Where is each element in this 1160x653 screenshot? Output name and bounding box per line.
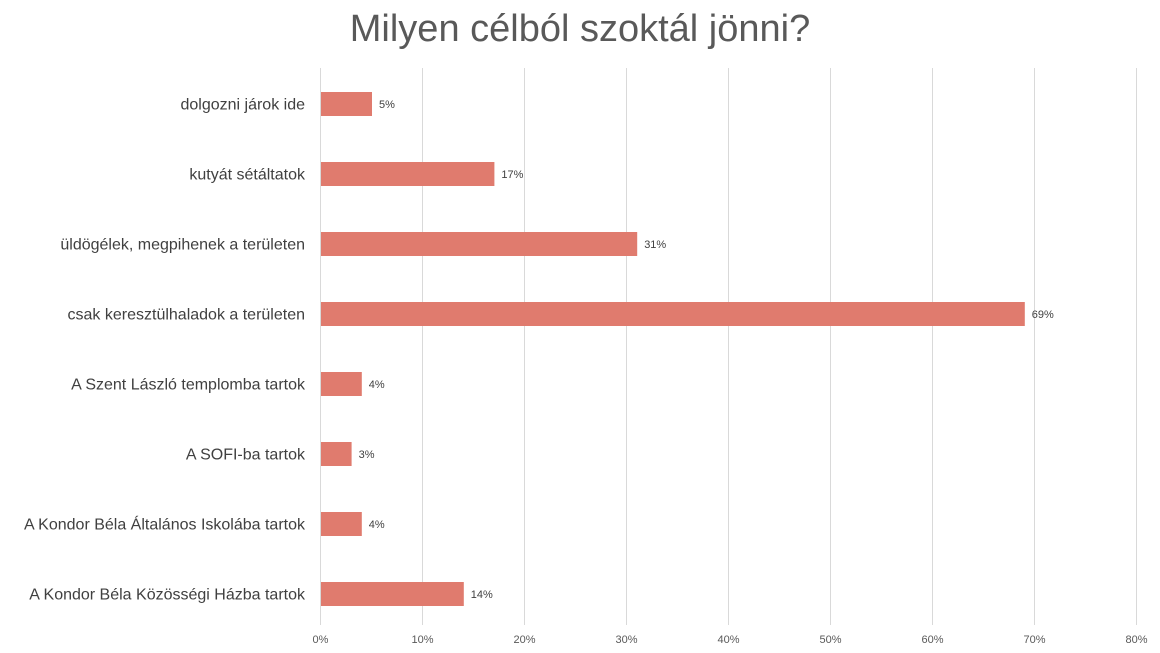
x-tick-label: 40% [717, 634, 739, 646]
bar [321, 302, 1025, 326]
data-label: 5% [379, 99, 395, 111]
category-label: üldögélek, megpihenek a területen [60, 237, 305, 254]
bar [321, 442, 352, 466]
bars [321, 92, 1025, 606]
category-label: A Kondor Béla Közösségi Házba tartok [29, 587, 306, 604]
category-label: A SOFI-ba tartok [186, 447, 306, 464]
bar [321, 232, 638, 256]
bar [321, 372, 362, 396]
x-tick-label: 70% [1023, 634, 1045, 646]
bar [321, 582, 464, 606]
category-label: A Kondor Béla Általános Iskolába tartok [24, 515, 306, 534]
data-label: 3% [359, 449, 375, 461]
data-label: 31% [644, 239, 666, 251]
category-label: A Szent László templomba tartok [71, 377, 306, 394]
x-tick-label: 20% [513, 634, 535, 646]
category-label: kutyát sétáltatok [189, 167, 306, 184]
data-label: 4% [369, 519, 385, 531]
data-label: 14% [471, 589, 493, 601]
bar [321, 92, 372, 116]
chart-title: Milyen célból szoktál jönni? [349, 8, 811, 50]
data-labels: 5% 17% 31% 69% 4% 3% 4% 14% [359, 99, 1054, 601]
x-axis-tick-labels: 0% 10% 20% 30% 40% 50% 60% 70% 80% [313, 634, 1148, 646]
category-label: dolgozni járok ide [180, 97, 305, 114]
category-labels: dolgozni járok ide kutyát sétáltatok üldög… [24, 97, 306, 604]
bar [321, 512, 362, 536]
x-tick-label: 10% [411, 634, 433, 646]
category-label: csak keresztülhaladok a területen [68, 307, 305, 324]
data-label: 17% [501, 169, 523, 181]
x-tick-label: 30% [615, 634, 637, 646]
data-label: 4% [369, 379, 385, 391]
x-tick-label: 80% [1125, 634, 1147, 646]
x-tick-label: 50% [819, 634, 841, 646]
bar [321, 162, 495, 186]
grid-lines [320, 68, 1137, 625]
x-tick-label: 60% [921, 634, 943, 646]
x-tick-label: 0% [313, 634, 329, 646]
data-label: 69% [1032, 309, 1054, 321]
